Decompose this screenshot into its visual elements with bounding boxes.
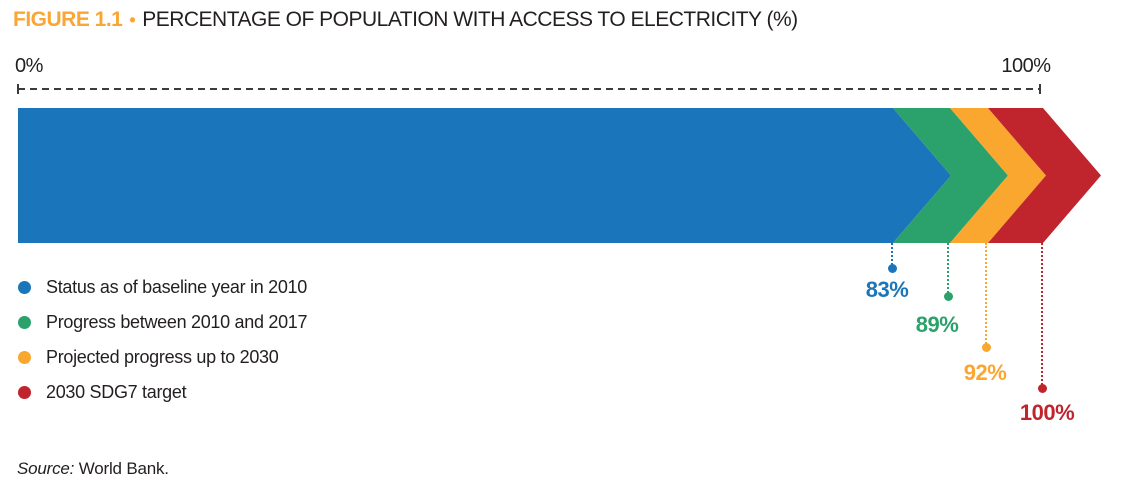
figure-title-row: FIGURE 1.1 • PERCENTAGE OF POPULATION WI… — [13, 8, 798, 32]
leader-line-target — [1041, 243, 1043, 385]
axis-min-label: 0% — [15, 55, 43, 77]
legend-dot-orange-icon — [18, 351, 31, 364]
source-prefix: Source: — [17, 459, 75, 478]
segment-projected-2030 — [950, 108, 1046, 243]
chevron-progress-bar — [18, 108, 1101, 243]
legend-dot-green-icon — [18, 316, 31, 329]
value-label-target: 100% — [1019, 400, 1075, 425]
leader-line-projected — [985, 243, 987, 344]
segment-baseline-2010 — [18, 108, 951, 243]
segment-progress-2010-2017 — [893, 108, 1008, 243]
legend-label-progress: Progress between 2010 and 2017 — [46, 312, 308, 332]
axis-tick-right — [1039, 84, 1041, 94]
legend: Status as of baseline year in 2010 Progr… — [18, 270, 308, 410]
leader-line-baseline — [891, 243, 893, 265]
legend-item-projected: Projected progress up to 2030 — [18, 340, 307, 375]
legend-item-progress: Progress between 2010 and 2017 — [18, 305, 308, 340]
figure-title: PERCENTAGE OF POPULATION WITH ACCESS TO … — [142, 8, 798, 31]
axis-dashed-line — [18, 88, 1040, 90]
legend-label-baseline: Status as of baseline year in 2010 — [46, 277, 307, 297]
legend-label-projected: Projected progress up to 2030 — [46, 347, 279, 367]
title-bullet-icon: • — [129, 10, 136, 30]
legend-label-target: 2030 SDG7 target — [46, 382, 187, 402]
figure-number-label: FIGURE 1.1 — [13, 8, 123, 31]
value-label-baseline: 83% — [865, 277, 909, 302]
source-text: World Bank. — [74, 459, 169, 478]
leader-dot-progress — [944, 292, 953, 301]
leader-dot-projected — [982, 343, 991, 352]
value-label-projected: 92% — [963, 360, 1007, 385]
leader-dot-target — [1038, 384, 1047, 393]
value-label-progress: 89% — [915, 312, 959, 337]
legend-item-baseline: Status as of baseline year in 2010 — [18, 270, 307, 305]
source-line: Source: World Bank. — [17, 459, 169, 479]
axis-tick-left — [17, 84, 19, 94]
legend-dot-blue-icon — [18, 281, 31, 294]
legend-item-target: 2030 SDG7 target — [18, 375, 307, 410]
axis-max-label: 100% — [1001, 55, 1051, 77]
segment-target-2030 — [988, 108, 1101, 243]
leader-dot-baseline — [888, 264, 897, 273]
legend-dot-red-icon — [18, 386, 31, 399]
leader-line-progress — [947, 243, 949, 293]
